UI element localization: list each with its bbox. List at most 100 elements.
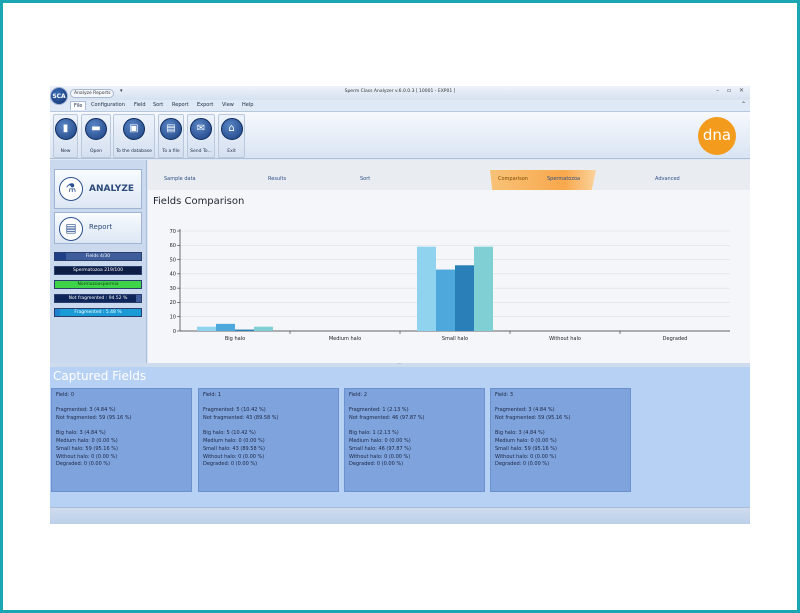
card-degraded: Degraded: 0 (0.00 %) — [349, 461, 404, 468]
card-spacer — [349, 423, 480, 431]
to-file-button-label: To a file — [162, 149, 180, 154]
card-spacer — [495, 423, 626, 431]
captured-fields-panel: Captured Fields Field: 0 Fragmented: 3 (4… — [50, 367, 750, 507]
card-big: Big halo: 1 (2.13 %) — [349, 430, 399, 437]
microscope-icon: ⚗ — [59, 177, 83, 201]
captured-field-card[interactable]: Field: 1 Fragmented: 5 (10.42 %) Not fragm… — [198, 388, 339, 492]
menu-help[interactable]: Help — [242, 102, 254, 108]
status-bar-fill — [55, 309, 60, 316]
card-fragmented: Fragmented: 3 (4.84 %) — [56, 407, 116, 414]
card-without: Without halo: 0 (0.00 %) — [203, 453, 265, 460]
open-button[interactable]: ▬ Open — [81, 114, 111, 158]
new-document-icon: ▮ — [54, 118, 77, 140]
quick-access-toolbar[interactable]: Analyze Reports — [70, 89, 115, 98]
y-tick-label: 50 — [170, 257, 176, 263]
tab-results[interactable]: Results — [268, 176, 287, 182]
card-spacer — [349, 400, 480, 408]
to-database-button[interactable]: ▣ To the database — [113, 114, 155, 158]
title-bar: SCA Analyze Reports ▾ Sperm Class Analyz… — [50, 86, 750, 105]
status-bar — [50, 507, 750, 524]
card-not-fragmented: Not fragmented: 43 (89.58 %) — [203, 415, 279, 422]
status-bar-3: Not fragmented : 94.52 % — [54, 294, 142, 303]
card-without: Without halo: 0 (0.00 %) — [495, 453, 557, 460]
tab-comparison[interactable]: Comparison — [490, 170, 596, 190]
analyze-button-label: ANALYZE — [89, 184, 134, 194]
y-tick-label: 10 — [170, 315, 176, 321]
menu-export[interactable]: Export — [197, 102, 214, 108]
exit-button[interactable]: ⌂ Exit — [218, 114, 245, 158]
status-bar-fill — [55, 253, 67, 260]
card-spacer — [203, 400, 334, 408]
menu-report[interactable]: Report — [172, 102, 189, 108]
main-pane: Sample data Results Sort Comparison Sper… — [148, 160, 750, 363]
card-medium: Medium halo: 0 (0.00 %) — [203, 438, 265, 445]
send-mail-icon: ✉ — [190, 118, 212, 140]
card-without: Without halo: 0 (0.00 %) — [349, 453, 411, 460]
tab-sample-data[interactable]: Sample data — [164, 176, 196, 182]
export-file-icon: ▤ — [160, 118, 182, 140]
status-bar-label: Normozoospermia — [77, 282, 119, 287]
bar — [254, 326, 273, 331]
card-big: Big halo: 3 (4.84 %) — [495, 430, 545, 437]
card-spacer — [495, 400, 626, 408]
captured-fields-title: Captured Fields — [53, 369, 147, 383]
ribbon-collapse-icon[interactable]: ⌃ — [740, 101, 746, 108]
status-bar-label: Fields 4/30 — [85, 254, 111, 259]
analyze-button[interactable]: ⚗ ANALYZE — [54, 169, 142, 209]
exit-button-label: Exit — [227, 149, 236, 154]
menu-view[interactable]: View — [222, 102, 234, 108]
card-field: Field: 3 — [495, 392, 513, 398]
qat-dropdown-icon[interactable]: ▾ — [120, 88, 123, 94]
report-document-icon: ▤ — [59, 217, 83, 241]
card-degraded: Degraded: 0 (0.00 %) — [495, 461, 550, 468]
send-to-button-label: Send To... — [190, 149, 212, 154]
splitter-handle[interactable]: ⋯ — [50, 362, 750, 367]
captured-field-card[interactable]: Field: 3 Fragmented: 3 (4.84 %) Not fragme… — [490, 388, 631, 492]
app-logo[interactable]: SCA — [50, 87, 68, 105]
bar — [417, 246, 436, 331]
status-bar-4: Fragmented : 5.48 % — [54, 308, 142, 317]
new-button[interactable]: ▮ New — [53, 114, 78, 158]
card-medium: Medium halo: 0 (0.00 %) — [349, 438, 411, 445]
captured-field-card[interactable]: Field: 0 Fragmented: 3 (4.84 %) Not fragme… — [51, 388, 192, 492]
card-field: Field: 1 — [203, 392, 221, 398]
card-big: Big halo: 3 (4.84 %) — [56, 430, 106, 437]
menu-configuration[interactable]: Configuration — [91, 102, 125, 108]
bar — [197, 326, 216, 331]
card-degraded: Degraded: 0 (0.00 %) — [56, 461, 111, 468]
card-degraded: Degraded: 0 (0.00 %) — [203, 461, 258, 468]
card-field: Field: 2 — [349, 392, 367, 398]
menu-file[interactable]: File — [70, 101, 87, 110]
status-bar-fill — [55, 267, 141, 274]
tab-advanced[interactable]: Advanced — [655, 176, 680, 182]
tab-sort[interactable]: Sort — [360, 176, 371, 182]
new-button-label: New — [60, 149, 71, 154]
report-button-label: Report — [89, 223, 113, 231]
open-folder-icon: ▬ — [85, 118, 107, 140]
card-medium: Medium halo: 0 (0.00 %) — [495, 438, 557, 445]
save-database-icon: ▣ — [123, 118, 145, 140]
menu-bar: File Configuration Field Sort Report Exp… — [50, 100, 750, 112]
card-spacer — [56, 400, 187, 408]
status-bar-label: Fragmented : 5.48 % — [74, 310, 122, 315]
captured-field-card[interactable]: Field: 2 Fragmented: 1 (2.13 %) Not fragme… — [344, 388, 485, 492]
card-fragmented: Fragmented: 1 (2.13 %) — [349, 407, 409, 414]
ribbon: ▮ New ▬ Open ▣ To the database ▤ To a fi… — [50, 112, 750, 159]
card-without: Without halo: 0 (0.00 %) — [56, 453, 118, 460]
open-button-label: Open — [89, 149, 103, 154]
menu-field[interactable]: Field — [134, 102, 146, 108]
x-tick-label: Without halo — [549, 336, 581, 342]
to-file-button[interactable]: ▤ To a file — [158, 114, 184, 158]
card-not-fragmented: Not fragmented: 59 (95.16 %) — [495, 415, 571, 422]
comparison-chart: 0 10 20 30 40 50 60 70 Big halo Medium halo Small … — [170, 229, 730, 342]
send-to-button[interactable]: ✉ Send To... — [187, 114, 215, 158]
menu-sort[interactable]: Sort — [153, 102, 164, 108]
bar — [235, 329, 254, 331]
window-controls[interactable]: – ▫ ✕ — [716, 87, 747, 94]
card-fragmented: Fragmented: 5 (10.42 %) — [203, 407, 266, 414]
report-button[interactable]: ▤ Report — [54, 212, 142, 244]
tab-spermatozoa[interactable]: Spermatozoa — [547, 176, 581, 182]
bar — [216, 323, 235, 331]
y-tick-label: 20 — [170, 300, 176, 306]
